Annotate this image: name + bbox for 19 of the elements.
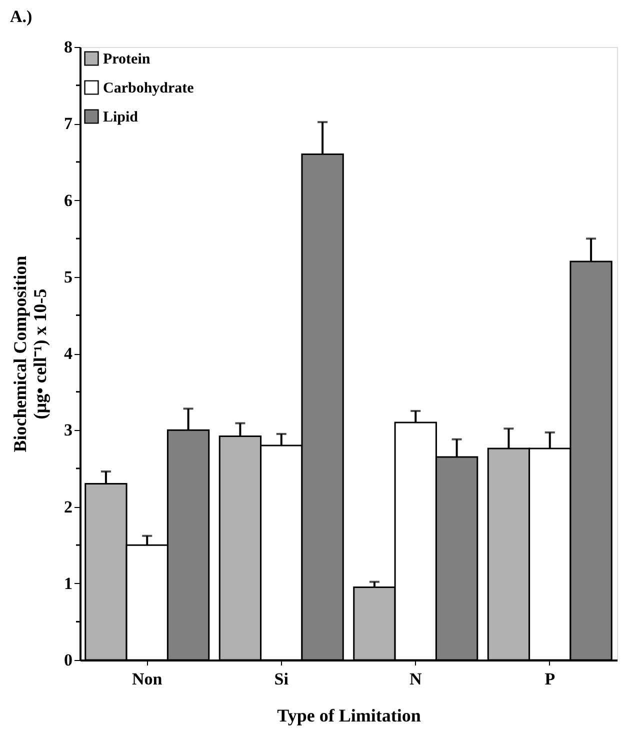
legend-label: Protein xyxy=(103,52,151,68)
y-tick-label: 8 xyxy=(64,38,72,56)
legend-label: Carbohydrate xyxy=(103,80,194,96)
chart-title: A.) xyxy=(10,7,32,26)
y-tick-label: 3 xyxy=(64,420,72,440)
y-tick-label: 6 xyxy=(64,190,72,210)
x-tick-label: N xyxy=(409,670,422,688)
x-tick-label: Non xyxy=(132,670,163,688)
legend-label: Lipid xyxy=(103,110,139,126)
y-tick-label: 7 xyxy=(64,114,73,134)
y-tick-label: 5 xyxy=(64,267,72,286)
x-tick-label: Si xyxy=(274,670,289,688)
x-axis-title: Type of Limitation xyxy=(277,706,421,726)
x-tick-label: P xyxy=(544,670,556,688)
y-tick-label: 1 xyxy=(64,574,72,593)
y-tick-label: 0 xyxy=(64,650,72,670)
y-tick-label: 2 xyxy=(64,497,72,516)
y-axis-title: Biochemical Composition (µg• cell⁻¹) x 10-5 xyxy=(10,256,50,452)
y-tick-label: 4 xyxy=(64,344,73,363)
